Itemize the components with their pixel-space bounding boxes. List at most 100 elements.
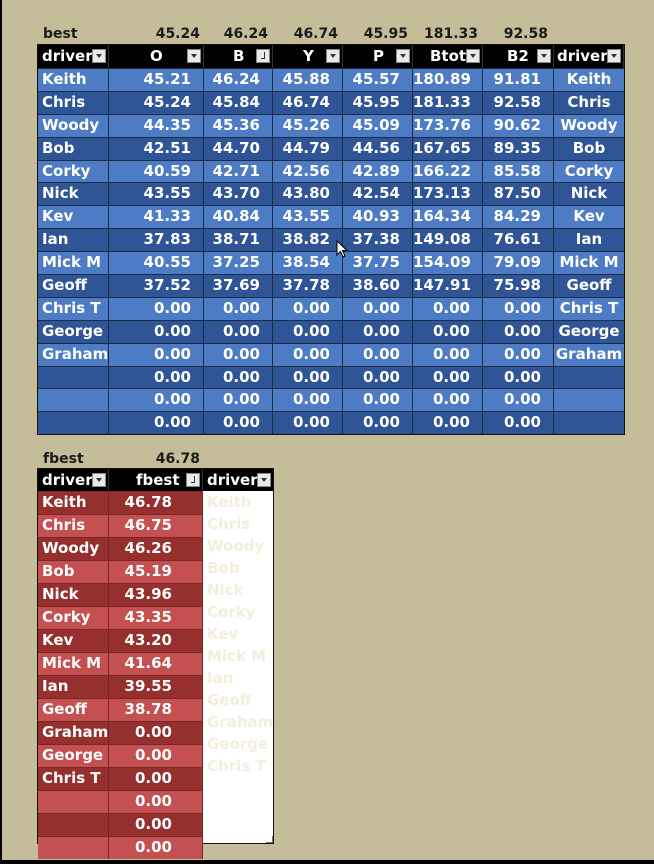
- cell-y[interactable]: 0.00: [273, 389, 343, 412]
- cell-btot[interactable]: 180.89: [413, 69, 483, 91]
- cell-b[interactable]: 38.71: [204, 229, 273, 252]
- header-p[interactable]: P: [343, 45, 413, 68]
- cell-b2[interactable]: 75.98: [483, 275, 554, 297]
- cell-driver[interactable]: Ian: [38, 676, 109, 698]
- cell-fbest[interactable]: 43.96: [109, 584, 203, 606]
- cell-b2[interactable]: 79.09: [483, 252, 554, 275]
- cell-fbest[interactable]: 38.78: [109, 699, 203, 721]
- cell-btot[interactable]: 149.08: [413, 229, 483, 252]
- cell-o[interactable]: 44.35: [109, 114, 204, 137]
- cell-btot[interactable]: 181.33: [413, 91, 483, 114]
- cell-b2[interactable]: 89.35: [483, 137, 554, 160]
- cell-driver[interactable]: Chris: [38, 515, 109, 537]
- cell-p[interactable]: 40.93: [343, 206, 413, 229]
- cell-driver-2[interactable]: Ian: [554, 229, 624, 252]
- cell-driver[interactable]: [38, 814, 109, 836]
- cell-driver-2[interactable]: [554, 389, 624, 412]
- cell-driver[interactable]: Nick: [38, 584, 109, 606]
- cell-b[interactable]: 0.00: [204, 412, 273, 435]
- cell-o[interactable]: 0.00: [109, 297, 204, 320]
- cell-driver-2[interactable]: Geoff: [554, 275, 624, 297]
- cell-y[interactable]: 45.26: [273, 114, 343, 137]
- cell-driver-2[interactable]: [554, 366, 624, 389]
- cell-btot[interactable]: 0.00: [413, 389, 483, 412]
- cell-o[interactable]: 42.51: [109, 137, 204, 160]
- cell-driver[interactable]: Keith: [38, 69, 109, 91]
- cell-b[interactable]: 42.71: [204, 160, 273, 183]
- cell-fbest[interactable]: 45.19: [109, 561, 203, 583]
- filter-dropdown-icon[interactable]: [257, 473, 271, 487]
- cell-driver[interactable]: [38, 389, 109, 412]
- cell-b2[interactable]: 91.81: [483, 69, 554, 91]
- cell-b[interactable]: 43.70: [204, 183, 273, 206]
- cell-b2[interactable]: 0.00: [483, 366, 554, 389]
- filter-dropdown-icon[interactable]: [537, 49, 551, 63]
- filter-dropdown-icon[interactable]: [92, 49, 106, 63]
- cell-fbest[interactable]: 0.00: [109, 745, 203, 767]
- cell-btot[interactable]: 173.76: [413, 114, 483, 137]
- cell-y[interactable]: 42.56: [273, 160, 343, 183]
- side-driver-name[interactable]: Mick M: [207, 647, 267, 665]
- cell-o[interactable]: 41.33: [109, 206, 204, 229]
- side-driver-name[interactable]: Chris T: [207, 757, 266, 775]
- side-driver-name[interactable]: Bob: [207, 559, 240, 577]
- cell-fbest[interactable]: 43.35: [109, 607, 203, 629]
- cell-y[interactable]: 43.80: [273, 183, 343, 206]
- cell-y[interactable]: 37.78: [273, 275, 343, 297]
- cell-y[interactable]: 43.55: [273, 206, 343, 229]
- cell-driver-2[interactable]: Graham: [554, 343, 624, 366]
- cell-fbest[interactable]: 0.00: [109, 814, 203, 836]
- cell-b[interactable]: 40.84: [204, 206, 273, 229]
- cell-driver[interactable]: Keith: [38, 492, 109, 514]
- cell-driver[interactable]: Corky: [38, 607, 109, 629]
- cell-o[interactable]: 37.52: [109, 275, 204, 297]
- cell-driver[interactable]: Woody: [38, 114, 109, 137]
- cell-driver[interactable]: [38, 791, 109, 813]
- cell-driver-2[interactable]: Kev: [554, 206, 624, 229]
- cell-btot[interactable]: 147.91: [413, 275, 483, 297]
- cell-b2[interactable]: 0.00: [483, 320, 554, 343]
- cell-btot[interactable]: 0.00: [413, 297, 483, 320]
- side-driver-name[interactable]: Ian: [207, 669, 234, 687]
- header-btot[interactable]: Btot: [413, 45, 483, 68]
- cell-p[interactable]: 42.89: [343, 160, 413, 183]
- header-fbest[interactable]: fbest: [109, 469, 203, 492]
- filter-dropdown-icon[interactable]: [187, 49, 201, 63]
- side-driver-name[interactable]: Chris: [207, 515, 251, 533]
- cell-driver[interactable]: [38, 366, 109, 389]
- cell-o[interactable]: 40.55: [109, 252, 204, 275]
- cell-y[interactable]: 38.54: [273, 252, 343, 275]
- cell-p[interactable]: 0.00: [343, 320, 413, 343]
- cell-y[interactable]: 0.00: [273, 366, 343, 389]
- header-driver-2[interactable]: driver: [554, 45, 624, 68]
- cell-o[interactable]: 0.00: [109, 343, 204, 366]
- cell-driver[interactable]: George: [38, 320, 109, 343]
- cell-fbest[interactable]: 46.78: [109, 492, 203, 514]
- cell-driver[interactable]: George: [38, 745, 109, 767]
- cell-o[interactable]: 0.00: [109, 412, 204, 435]
- cell-driver[interactable]: [38, 837, 109, 859]
- cell-btot[interactable]: 164.34: [413, 206, 483, 229]
- cell-fbest[interactable]: 41.64: [109, 653, 203, 675]
- side-driver-name[interactable]: Kev: [207, 625, 239, 643]
- cell-driver-2[interactable]: Keith: [554, 69, 624, 91]
- cell-driver[interactable]: Bob: [38, 137, 109, 160]
- cell-y[interactable]: 44.79: [273, 137, 343, 160]
- cell-driver[interactable]: Graham: [38, 722, 109, 744]
- cell-btot[interactable]: 173.13: [413, 183, 483, 206]
- cell-btot[interactable]: 0.00: [413, 412, 483, 435]
- cell-p[interactable]: 45.09: [343, 114, 413, 137]
- cell-btot[interactable]: 166.22: [413, 160, 483, 183]
- side-driver-name[interactable]: Nick: [207, 581, 244, 599]
- cell-driver-2[interactable]: Corky: [554, 160, 624, 183]
- cell-o[interactable]: 0.00: [109, 389, 204, 412]
- header-driver-2[interactable]: driver: [203, 469, 273, 492]
- cell-b2[interactable]: 84.29: [483, 206, 554, 229]
- cell-o[interactable]: 37.83: [109, 229, 204, 252]
- cell-b2[interactable]: 0.00: [483, 389, 554, 412]
- header-b[interactable]: B: [204, 45, 273, 68]
- cell-b[interactable]: 0.00: [204, 366, 273, 389]
- filter-dropdown-icon[interactable]: [396, 49, 410, 63]
- cell-driver[interactable]: Ian: [38, 229, 109, 252]
- cell-p[interactable]: 0.00: [343, 412, 413, 435]
